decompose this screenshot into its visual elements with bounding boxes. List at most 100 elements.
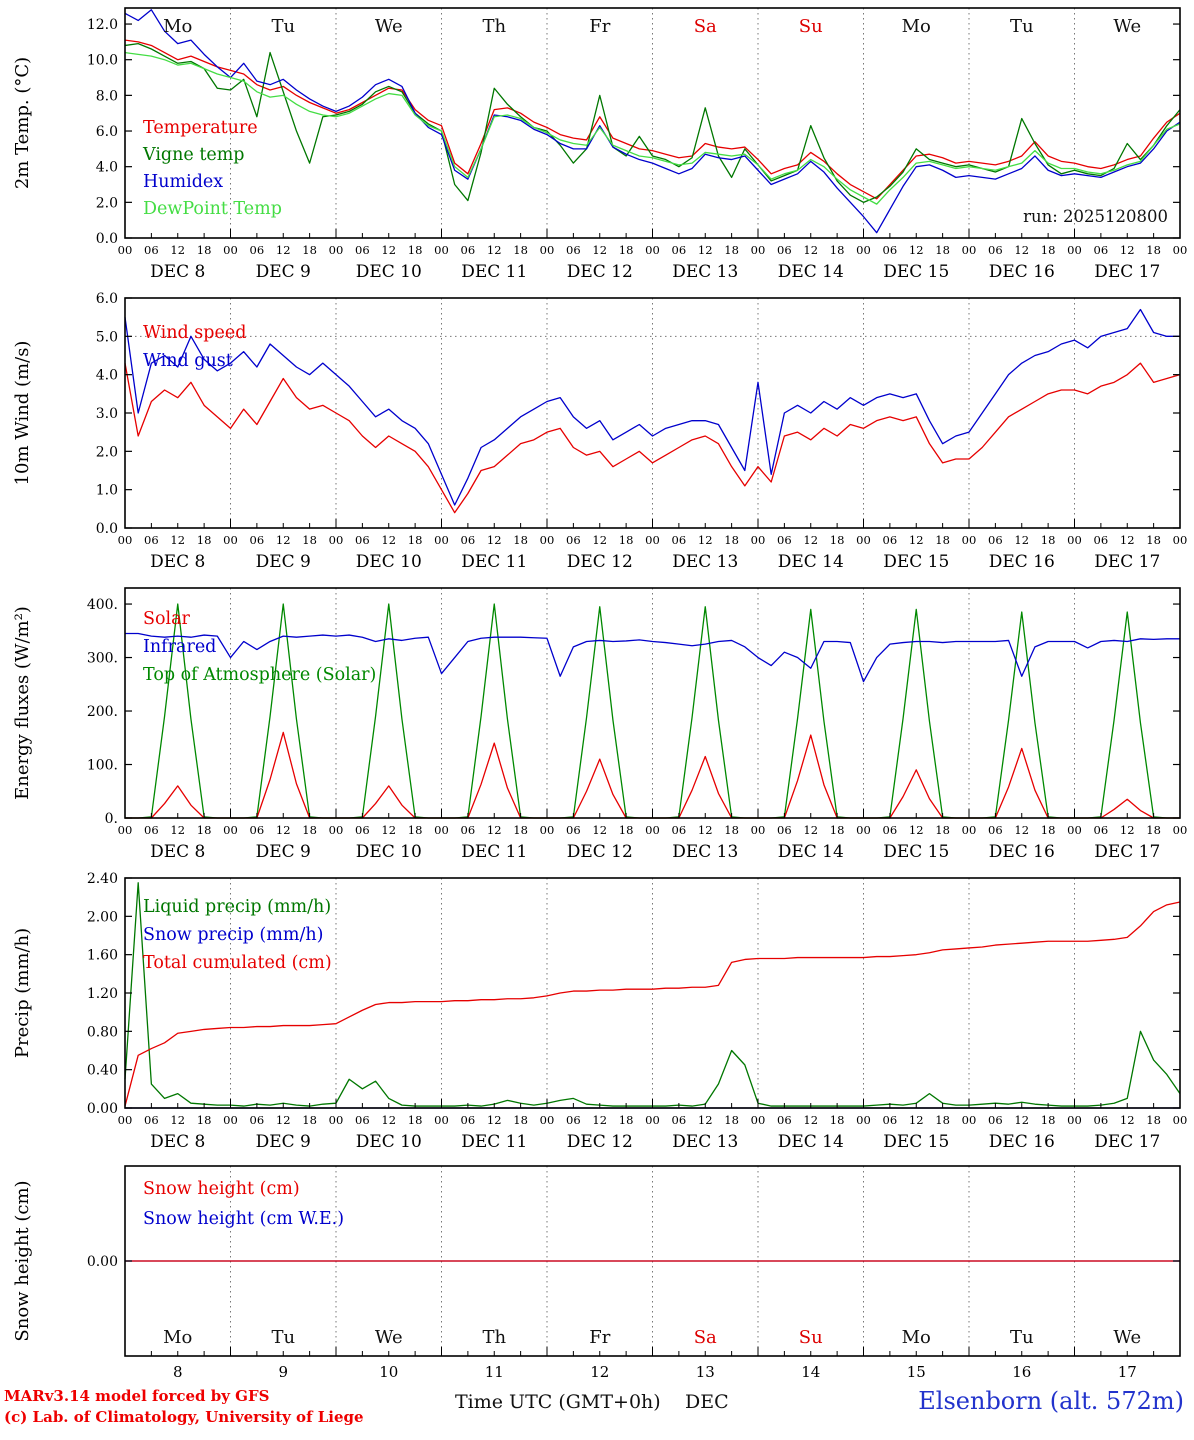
hour-label: 12: [276, 243, 291, 257]
day-label: DEC 15: [883, 1132, 949, 1152]
day-label: DEC 8: [150, 1132, 205, 1152]
y-tick-label: 0.00: [87, 1254, 118, 1270]
hour-label: 00: [118, 1113, 133, 1127]
day-label: DEC 11: [461, 1132, 527, 1152]
hour-label: 18: [1146, 243, 1161, 257]
hour-label: 00: [962, 823, 977, 837]
y-tick-label: 4.0: [96, 368, 118, 384]
hour-label: 18: [302, 823, 317, 837]
hour-label: 18: [724, 243, 739, 257]
hour-label: 12: [803, 1113, 818, 1127]
legend-top-of-atmosphere-solar-: Top of Atmosphere (Solar): [143, 665, 376, 685]
hour-label: 18: [513, 823, 528, 837]
hour-label: 06: [566, 533, 581, 547]
hour-label: 06: [672, 533, 687, 547]
hour-label: 12: [698, 1113, 713, 1127]
hour-label: 00: [751, 533, 766, 547]
day-label: DEC 13: [672, 262, 738, 282]
weekday-label: We: [1113, 16, 1141, 37]
day-number-label: 14: [801, 1363, 820, 1381]
hour-label: 06: [777, 533, 792, 547]
hour-label: 18: [619, 823, 634, 837]
y-tick-label: 8.0: [96, 88, 118, 104]
hour-label: 06: [988, 243, 1003, 257]
hour-label: 06: [144, 243, 159, 257]
hour-label: 06: [1094, 533, 1109, 547]
hour-label: 06: [566, 243, 581, 257]
hour-label: 00: [1067, 823, 1082, 837]
legend-dewpoint-temp: DewPoint Temp: [143, 199, 282, 219]
hour-label: 06: [1094, 243, 1109, 257]
day-label: DEC 10: [356, 1132, 422, 1152]
hour-label: 12: [276, 533, 291, 547]
hour-label: 00: [962, 243, 977, 257]
hour-label: 06: [461, 823, 476, 837]
hour-label: 12: [1120, 243, 1135, 257]
hour-label: 06: [777, 1113, 792, 1127]
day-label: DEC 11: [461, 262, 527, 282]
hour-label: 06: [1094, 1113, 1109, 1127]
series-solar: [125, 731, 1180, 819]
hour-label: 06: [988, 533, 1003, 547]
hour-label: 12: [1014, 823, 1029, 837]
y-axis-title: 2m Temp. (°C): [12, 57, 33, 189]
y-tick-label: 400.: [87, 597, 118, 613]
hour-label: 06: [883, 1113, 898, 1127]
hour-label: 06: [250, 533, 265, 547]
y-tick-label: 2.00: [87, 909, 118, 925]
hour-label: 18: [1041, 243, 1056, 257]
day-label: DEC 15: [883, 262, 949, 282]
hour-label: 00: [856, 533, 871, 547]
hour-label: 00: [962, 533, 977, 547]
snow-height-panel: 0.00 Mo Tu We Th Fr Sa Su Mo Tu We 8 9 10 11 12 13 14 15 16…: [12, 1165, 1181, 1381]
y-tick-label: 0.00: [87, 1101, 118, 1117]
day-number-label: 15: [907, 1363, 926, 1381]
hour-label: 06: [883, 243, 898, 257]
x-axis-title: Time UTC (GMT+0h): [455, 1391, 661, 1413]
hour-label: 00: [329, 533, 344, 547]
weekday-label: Mo: [902, 16, 931, 37]
hour-label: 00: [856, 823, 871, 837]
hour-label: 00: [118, 823, 133, 837]
hour-label: 18: [619, 533, 634, 547]
day-label: DEC 16: [989, 842, 1055, 862]
series-wind-speed: [124, 362, 1181, 514]
hour-label: 06: [672, 823, 687, 837]
hour-label: 18: [935, 533, 950, 547]
hour-label: 06: [250, 823, 265, 837]
y-tick-label: 0.: [105, 811, 118, 827]
hour-label: 00: [751, 823, 766, 837]
hour-label: 06: [777, 243, 792, 257]
hour-label: 06: [672, 1113, 687, 1127]
hour-label: 12: [803, 533, 818, 547]
hour-label: 00: [1173, 533, 1188, 547]
y-tick-label: 10.0: [87, 53, 118, 69]
hour-label: 06: [355, 243, 370, 257]
y-tick-label: 4.0: [96, 160, 118, 176]
legend-solar: Solar: [143, 609, 191, 629]
hour-label: 18: [619, 1113, 634, 1127]
hour-label: 12: [170, 1113, 185, 1127]
hour-label: 18: [619, 243, 634, 257]
hour-label: 06: [461, 243, 476, 257]
day-label: DEC 12: [567, 1132, 633, 1152]
weekday-label: Tu: [271, 1327, 295, 1348]
hour-label: 06: [250, 1113, 265, 1127]
hour-label: 00: [434, 823, 449, 837]
hour-label: 06: [144, 823, 159, 837]
run-label: run: 2025120800: [1023, 207, 1168, 226]
y-tick-label: 1.20: [87, 986, 118, 1002]
hour-label: 12: [803, 823, 818, 837]
y-tick-label: 0.0: [96, 521, 118, 537]
weekday-label: Su: [799, 1327, 823, 1348]
y-tick-label: 300.: [87, 651, 118, 667]
day-label: DEC 12: [567, 842, 633, 862]
day-label: DEC 9: [256, 262, 311, 282]
weekday-label: Tu: [1010, 1327, 1034, 1348]
hour-label: 00: [434, 1113, 449, 1127]
day-label: DEC 8: [150, 262, 205, 282]
hour-label: 00: [118, 533, 133, 547]
hour-label: 12: [1120, 823, 1135, 837]
hour-label: 12: [487, 823, 502, 837]
hour-label: 18: [302, 533, 317, 547]
